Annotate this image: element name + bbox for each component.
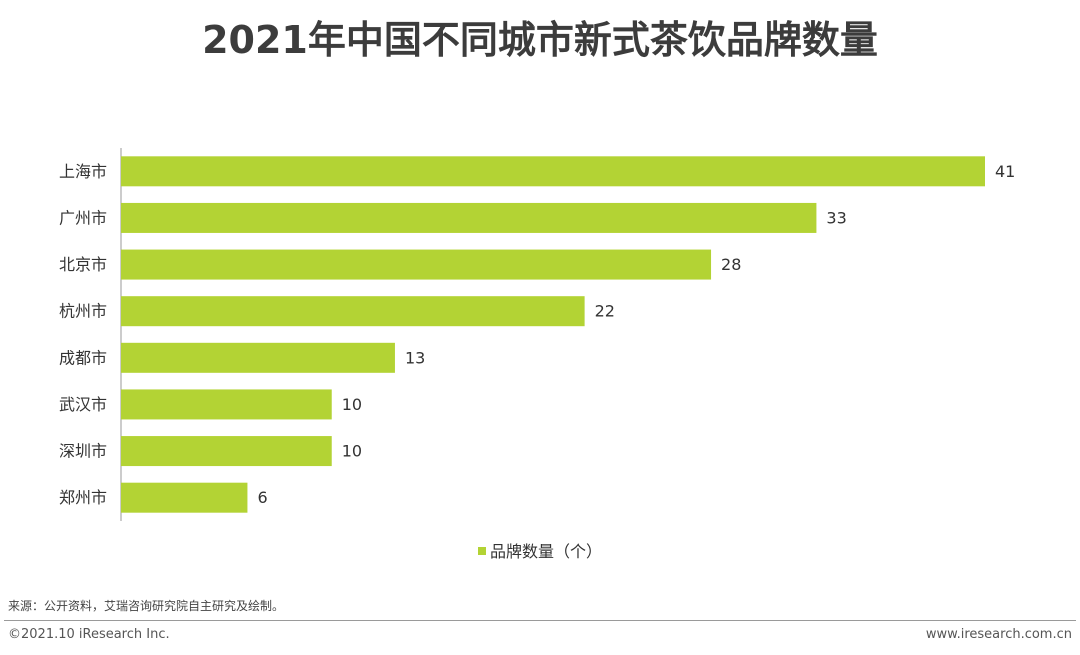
data-label: 6 bbox=[257, 488, 267, 507]
source-note: 来源：公开资料，艾瑞咨询研究院自主研究及绘制。 bbox=[8, 599, 285, 613]
footer-website: www.iresearch.com.cn bbox=[925, 627, 1072, 642]
chart-title: 2021年中国不同城市新式茶饮品牌数量 bbox=[202, 18, 878, 62]
category-label: 广州市 bbox=[59, 208, 107, 227]
data-label: 22 bbox=[595, 302, 615, 321]
data-label: 13 bbox=[405, 348, 425, 367]
data-label: 41 bbox=[995, 162, 1015, 181]
category-label: 杭州市 bbox=[59, 302, 107, 321]
data-label: 28 bbox=[721, 255, 741, 274]
bar bbox=[121, 202, 817, 233]
category-label: 成都市 bbox=[59, 348, 107, 367]
bar bbox=[121, 482, 248, 513]
legend-label: 品牌数量（个） bbox=[489, 542, 602, 561]
data-label: 10 bbox=[342, 395, 362, 414]
bar bbox=[121, 436, 332, 467]
bar bbox=[121, 156, 985, 187]
category-label: 北京市 bbox=[59, 255, 107, 274]
bar-chart: 上海市 41 广州市 33 北京市 28 杭州市 22 成都市 13 武汉市 10 深圳市 10 郑州市 6 bbox=[59, 148, 1015, 521]
footer-copyright: ©2021.10 iResearch Inc. bbox=[8, 627, 170, 642]
bar bbox=[121, 249, 712, 280]
data-label: 10 bbox=[342, 442, 362, 461]
category-label: 深圳市 bbox=[59, 442, 107, 461]
category-label: 郑州市 bbox=[59, 488, 107, 507]
legend-swatch bbox=[477, 546, 486, 555]
data-label: 33 bbox=[826, 208, 846, 227]
category-label: 上海市 bbox=[59, 162, 107, 181]
category-label: 武汉市 bbox=[59, 395, 107, 414]
bar bbox=[121, 389, 332, 420]
footer-divider bbox=[4, 620, 1076, 621]
bar bbox=[121, 296, 585, 327]
bar bbox=[121, 342, 395, 373]
chart-legend: 品牌数量（个） bbox=[0, 540, 1080, 564]
